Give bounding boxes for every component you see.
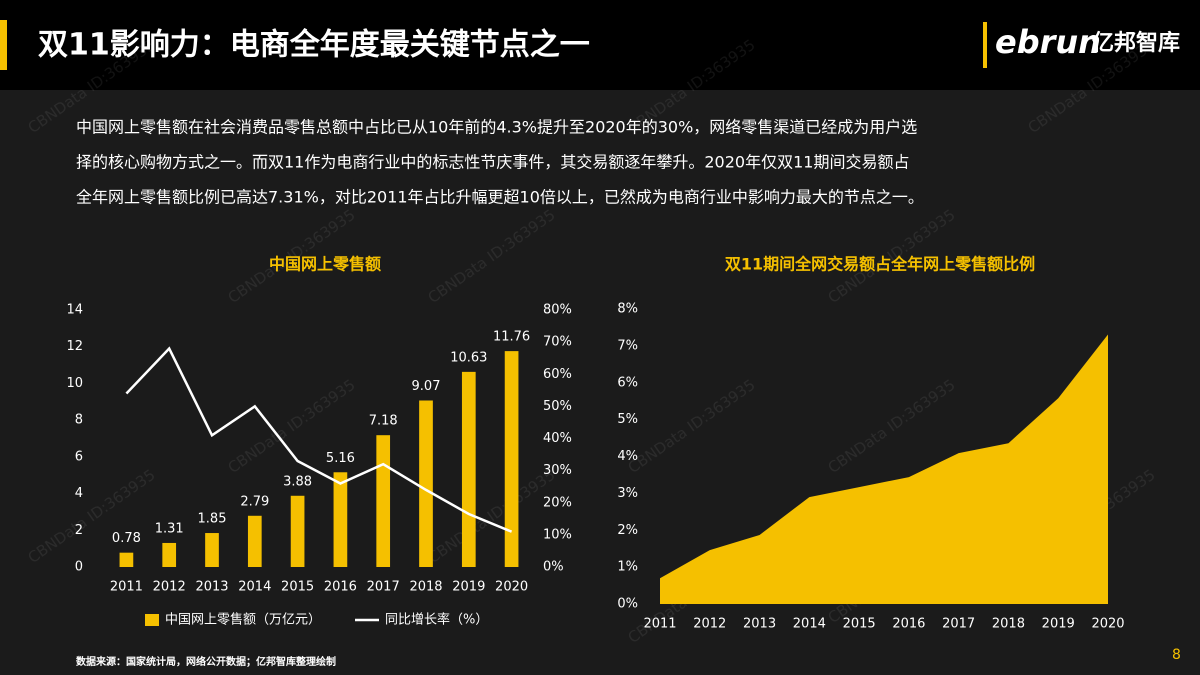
bar bbox=[290, 495, 305, 567]
bar bbox=[119, 552, 134, 567]
chart-title: 双11期间全网交易额占全年网上零售额比例 bbox=[725, 255, 1035, 274]
x-tick-label: 2013 bbox=[195, 580, 228, 595]
source: 数据来源：国家统计局，网络公开数据；亿邦智库整理绘制 bbox=[76, 655, 336, 668]
x-tick-label: 2012 bbox=[693, 617, 726, 632]
x-tick-label: 2020 bbox=[1091, 617, 1124, 632]
y-tick-label: 1% bbox=[617, 560, 638, 575]
legend-swatch bbox=[145, 614, 159, 626]
x-tick-label: 2015 bbox=[281, 580, 314, 595]
x-tick-label: 2017 bbox=[367, 580, 400, 595]
y2-tick-label: 80% bbox=[543, 303, 572, 318]
x-tick-label: 2013 bbox=[743, 617, 776, 632]
x-tick-label: 2019 bbox=[452, 580, 485, 595]
chart-title: 中国网上零售额 bbox=[269, 255, 381, 274]
y-tick-label: 8% bbox=[617, 302, 638, 317]
data-label: 7.18 bbox=[369, 414, 398, 429]
x-tick-label: 2016 bbox=[892, 617, 925, 632]
x-tick-label: 2019 bbox=[1042, 617, 1075, 632]
data-label: 0.78 bbox=[112, 531, 141, 546]
y-tick-label: 2 bbox=[75, 523, 83, 538]
header-title: 双11影响力：电商全年度最关键节点之一 bbox=[38, 28, 590, 63]
y-tick-label: 7% bbox=[617, 338, 638, 353]
body-line: 择的核心购物方式之一。而双11作为电商行业中的标志性节庆事件，其交易额逐年攀升。… bbox=[76, 153, 909, 172]
data-label: 3.88 bbox=[283, 474, 312, 489]
y2-tick-label: 30% bbox=[543, 463, 572, 478]
y2-tick-label: 40% bbox=[543, 431, 572, 446]
x-tick-label: 2014 bbox=[793, 617, 826, 632]
bar bbox=[205, 533, 219, 567]
x-tick-label: 2011 bbox=[643, 617, 676, 632]
data-label: 2.79 bbox=[240, 494, 269, 509]
bar bbox=[376, 435, 391, 567]
legend-label: 同比增长率（%） bbox=[385, 612, 488, 628]
y2-tick-label: 10% bbox=[543, 527, 572, 542]
y-tick-label: 10 bbox=[66, 376, 83, 391]
data-label: 5.16 bbox=[326, 451, 355, 466]
y-tick-label: 0 bbox=[75, 560, 83, 575]
y-tick-label: 0% bbox=[617, 597, 638, 612]
logo-bar bbox=[983, 22, 987, 68]
y-tick-label: 4% bbox=[617, 449, 638, 464]
y2-tick-label: 0% bbox=[543, 560, 564, 575]
page-number: 8 bbox=[1172, 647, 1181, 663]
y2-tick-label: 20% bbox=[543, 495, 572, 510]
bar bbox=[461, 371, 476, 567]
x-tick-label: 2020 bbox=[495, 580, 528, 595]
legend-label: 中国网上零售额（万亿元） bbox=[165, 612, 321, 628]
x-tick-label: 2011 bbox=[110, 580, 143, 595]
y2-tick-label: 60% bbox=[543, 367, 572, 382]
x-tick-label: 2018 bbox=[409, 580, 442, 595]
body-line: 全年网上零售额比例已高达7.31%，对比2011年占比升幅更超10倍以上，已然成… bbox=[76, 188, 924, 207]
x-tick-label: 2016 bbox=[324, 580, 357, 595]
header-band bbox=[0, 0, 1200, 90]
y2-tick-label: 50% bbox=[543, 399, 572, 414]
x-tick-label: 2015 bbox=[843, 617, 876, 632]
x-tick-label: 2017 bbox=[942, 617, 975, 632]
bar bbox=[247, 515, 262, 567]
area bbox=[660, 334, 1108, 604]
x-tick-label: 2018 bbox=[992, 617, 1025, 632]
data-label: 11.76 bbox=[493, 330, 530, 345]
bar bbox=[333, 472, 348, 567]
bar bbox=[162, 542, 177, 567]
data-label: 10.63 bbox=[450, 350, 487, 365]
y-tick-label: 12 bbox=[66, 339, 83, 354]
bar bbox=[504, 351, 519, 567]
y-tick-label: 8 bbox=[75, 413, 83, 428]
y2-tick-label: 70% bbox=[543, 335, 572, 350]
bar bbox=[419, 400, 433, 567]
y-tick-label: 5% bbox=[617, 412, 638, 427]
y-tick-label: 14 bbox=[66, 303, 83, 318]
line-series bbox=[125, 346, 513, 533]
body-line: 中国网上零售额在社会消费品零售总额中占比已从10年前的4.3%提升至2020年的… bbox=[76, 118, 917, 137]
data-label: 9.07 bbox=[412, 379, 441, 394]
y-tick-label: 3% bbox=[617, 486, 638, 501]
y-tick-label: 6% bbox=[617, 375, 638, 390]
y-tick-label: 4 bbox=[75, 486, 83, 501]
y-tick-label: 6 bbox=[75, 449, 83, 464]
x-tick-label: 2014 bbox=[238, 580, 271, 595]
y-tick-label: 2% bbox=[617, 523, 638, 538]
data-label: 1.31 bbox=[155, 521, 184, 536]
logo-cn: 亿邦智库 bbox=[1092, 30, 1180, 56]
logo-en: ebrun bbox=[995, 23, 1101, 61]
header-accent bbox=[0, 20, 7, 70]
data-label: 1.85 bbox=[198, 512, 227, 527]
x-tick-label: 2012 bbox=[153, 580, 186, 595]
